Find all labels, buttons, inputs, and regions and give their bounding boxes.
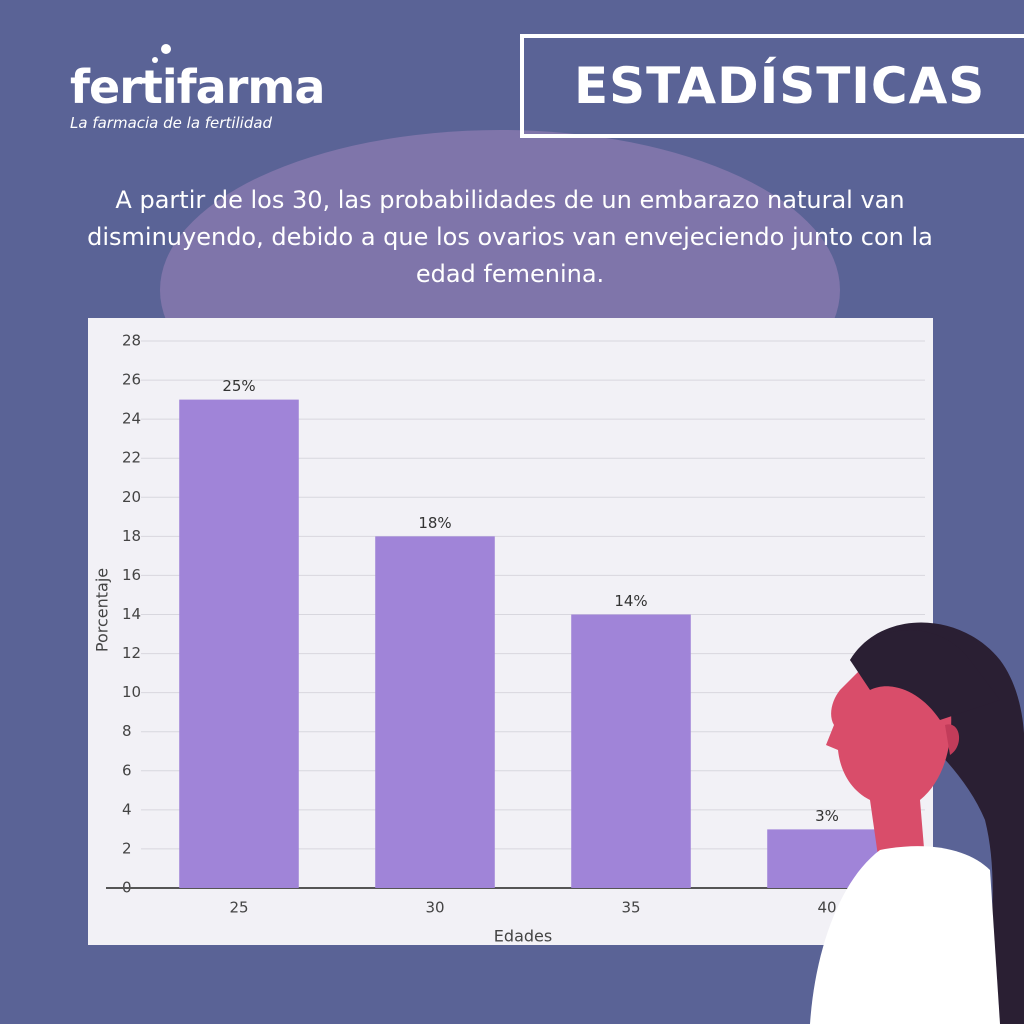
- y-tick-label: 22: [122, 449, 141, 467]
- bar: [571, 614, 691, 888]
- y-tick-label: 18: [122, 527, 141, 545]
- x-axis-label: Edades: [494, 927, 552, 946]
- woman-illustration: [810, 622, 1024, 1024]
- value-label: 14%: [614, 592, 647, 610]
- x-tick-label: 30: [425, 899, 444, 917]
- y-tick-label: 26: [122, 371, 141, 389]
- y-tick-label: 28: [122, 332, 141, 350]
- y-tick-label: 16: [122, 566, 141, 584]
- x-tick-label: 40: [817, 899, 836, 917]
- y-tick-label: 14: [122, 605, 141, 623]
- value-label: 3%: [815, 807, 839, 825]
- y-tick-label: 10: [122, 683, 141, 701]
- value-label: 18%: [418, 514, 451, 532]
- x-tick-label: 25: [229, 899, 248, 917]
- logo-dot: [152, 57, 158, 63]
- y-tick-label: 8: [122, 722, 132, 740]
- y-tick-label: 6: [122, 761, 132, 779]
- logo-dot: [161, 44, 171, 54]
- y-tick-label: 24: [122, 410, 141, 428]
- value-label: 25%: [222, 377, 255, 395]
- description: A partir de los 30, las probabilidades d…: [87, 186, 933, 288]
- y-tick-label: 2: [122, 839, 132, 857]
- tagline: La farmacia de la fertilidad: [70, 114, 273, 132]
- y-tick-label: 20: [122, 488, 141, 506]
- bar: [179, 399, 299, 888]
- badge: ESTADÍSTICAS: [520, 34, 1024, 138]
- x-tick-label: 35: [621, 899, 640, 917]
- y-tick-label: 12: [122, 644, 141, 662]
- logo: fertifarma: [70, 60, 325, 114]
- y-tick-label: 4: [122, 800, 132, 818]
- bar: [375, 536, 495, 888]
- y-axis-label: Porcentaje: [93, 568, 112, 652]
